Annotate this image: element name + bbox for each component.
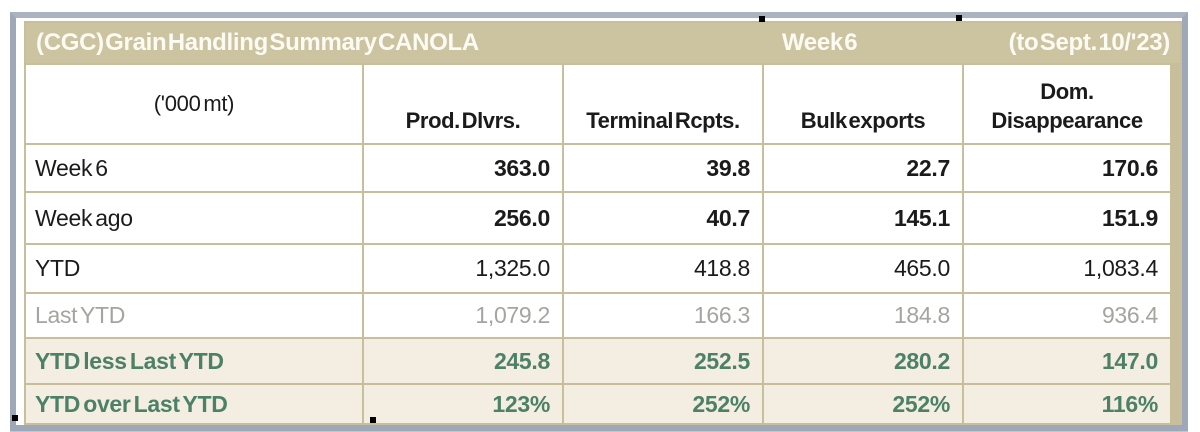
table-grid: ('000 mt) Prod. Dlvrs. Terminal Rcpts. B… <box>26 63 1180 423</box>
report-frame: (CGC) Grain Handling Summary CANOLA Week… <box>10 12 1188 431</box>
row-label-ytd-less: YTD less Last YTD <box>26 339 362 383</box>
date-label: (to Sept. 10/'23) <box>1008 29 1171 56</box>
cell-ytd-term: 418.8 <box>564 245 762 292</box>
selection-handle[interactable] <box>370 417 376 423</box>
week-label: Week 6 <box>781 29 858 56</box>
cell-week6-term: 39.8 <box>564 145 762 191</box>
cell-ytd-bulk: 465.0 <box>764 245 962 292</box>
report-title: (CGC) Grain Handling Summary CANOLA <box>36 29 479 56</box>
col-header-bulk-exports: Bulk exports <box>764 65 962 143</box>
grain-summary-report: (CGC) Grain Handling Summary CANOLA Week… <box>10 12 1188 431</box>
cell-ytdover-dom: 116% <box>964 385 1170 423</box>
cell-ytdover-prod: 123% <box>364 385 562 423</box>
col-header-terminal-rcpts: Terminal Rcpts. <box>564 65 762 143</box>
selection-handle[interactable] <box>759 16 765 22</box>
cell-weekago-term: 40.7 <box>564 193 762 243</box>
cell-week6-prod: 363.0 <box>364 145 562 191</box>
col-header-dom-disappearance: Dom. Disappearance <box>964 65 1170 143</box>
row-label-ytd-over: YTD over Last YTD <box>26 385 362 423</box>
table-title-bar: (CGC) Grain Handling Summary CANOLA Week… <box>26 23 1180 63</box>
cell-week6-bulk: 22.7 <box>764 145 962 191</box>
cell-lastytd-term: 166.3 <box>564 294 762 337</box>
cell-weekago-dom: 151.9 <box>964 193 1170 243</box>
row-label-ytd: YTD <box>26 245 362 292</box>
row-label-weekago: Week ago <box>26 193 362 243</box>
cell-ytd-prod: 1,325.0 <box>364 245 562 292</box>
cell-lastytd-bulk: 184.8 <box>764 294 962 337</box>
cell-weekago-prod: 256.0 <box>364 193 562 243</box>
cell-ytdless-dom: 147.0 <box>964 339 1170 383</box>
cell-ytdless-prod: 245.8 <box>364 339 562 383</box>
cell-ytdover-term: 252% <box>564 385 762 423</box>
summary-table: (CGC) Grain Handling Summary CANOLA Week… <box>24 21 1182 425</box>
row-label-lastytd: Last YTD <box>26 294 362 337</box>
cell-week6-dom: 170.6 <box>964 145 1170 191</box>
selection-handle[interactable] <box>956 15 962 21</box>
cell-lastytd-dom: 936.4 <box>964 294 1170 337</box>
selection-handle[interactable] <box>12 415 18 421</box>
cell-lastytd-prod: 1,079.2 <box>364 294 562 337</box>
cell-weekago-bulk: 145.1 <box>764 193 962 243</box>
cell-ytdover-bulk: 252% <box>764 385 962 423</box>
cell-ytd-dom: 1,083.4 <box>964 245 1170 292</box>
cell-ytdless-bulk: 280.2 <box>764 339 962 383</box>
unit-header: ('000 mt) <box>26 65 362 143</box>
row-label-week6: Week 6 <box>26 145 362 191</box>
cell-ytdless-term: 252.5 <box>564 339 762 383</box>
col-header-prod-dlvrs: Prod. Dlvrs. <box>364 65 562 143</box>
